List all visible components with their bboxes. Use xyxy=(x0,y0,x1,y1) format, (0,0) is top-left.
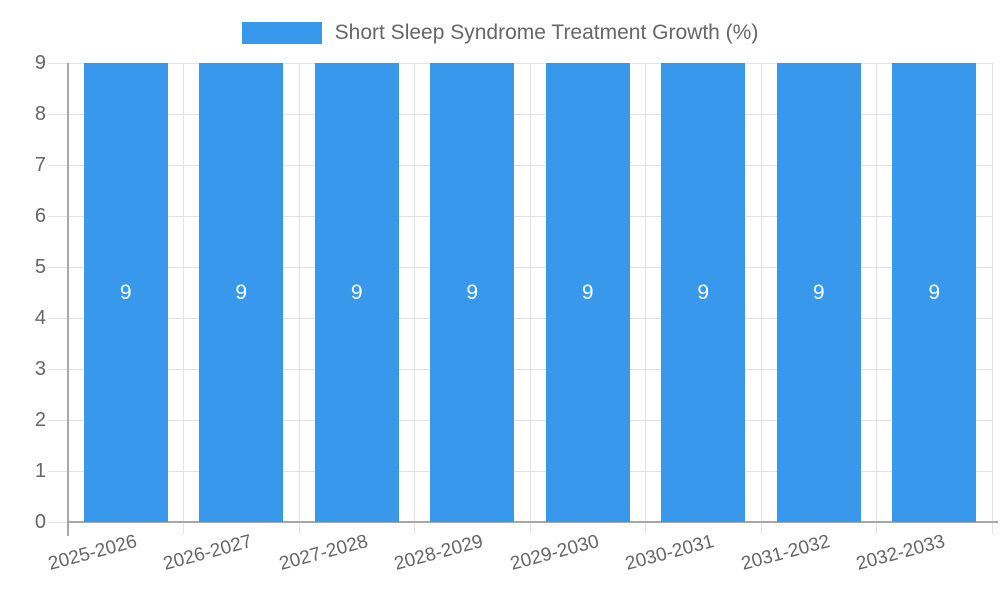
y-axis-tick xyxy=(48,266,68,268)
y-axis-tick-label: 8 xyxy=(34,103,46,125)
y-axis-tick-label: 9 xyxy=(34,52,46,74)
gridline-vertical xyxy=(876,63,877,522)
x-axis-line xyxy=(67,521,998,523)
gridline-vertical xyxy=(760,63,762,522)
bar-value-label: 9 xyxy=(697,280,710,304)
bar[interactable] xyxy=(892,63,977,522)
y-axis-tick-label: 4 xyxy=(34,307,46,329)
y-axis-tick-label: 7 xyxy=(34,154,46,176)
gridline-vertical xyxy=(645,63,646,522)
x-axis-tick xyxy=(183,522,184,534)
x-axis-tick-label: 2025-2026 xyxy=(45,531,140,575)
x-axis-tick xyxy=(529,522,531,534)
x-axis-tick-label: 2030-2031 xyxy=(623,531,717,575)
y-axis-tick-label: 3 xyxy=(34,358,46,380)
y-axis-tick xyxy=(48,368,68,370)
bar-value-label: 9 xyxy=(466,280,479,304)
y-axis-tick xyxy=(48,164,68,166)
x-axis-tick xyxy=(645,522,646,534)
bar-value-label: 9 xyxy=(928,280,941,304)
y-axis-tick-label: 1 xyxy=(34,460,46,482)
x-axis-tick-label: 2028-2029 xyxy=(392,531,486,575)
chart-legend[interactable]: Short Sleep Syndrome Treatment Growth (%… xyxy=(0,20,1000,46)
x-axis-tick xyxy=(876,522,877,534)
x-axis-tick xyxy=(298,522,300,534)
y-axis-line xyxy=(67,63,69,536)
legend-label: Short Sleep Syndrome Treatment Growth (%… xyxy=(334,21,759,44)
bar[interactable] xyxy=(314,63,399,522)
gridline-vertical xyxy=(414,63,415,522)
bar-value-label: 9 xyxy=(235,280,248,304)
bar-value-label: 9 xyxy=(581,280,594,304)
bar-value-label: 9 xyxy=(812,280,825,304)
y-axis-tick xyxy=(48,113,68,115)
gridline-vertical xyxy=(183,63,184,522)
y-axis-tick xyxy=(48,521,68,523)
x-axis-tick-label: 2026-2027 xyxy=(161,531,255,575)
bar-value-label: 9 xyxy=(350,280,363,304)
gridline-vertical xyxy=(991,63,993,522)
bar[interactable] xyxy=(776,63,861,522)
bar[interactable] xyxy=(199,63,284,522)
bar-value-label: 9 xyxy=(119,280,132,304)
x-axis-tick-label: 2031-2032 xyxy=(738,531,833,575)
y-axis-tick-label: 5 xyxy=(34,256,46,278)
bar[interactable] xyxy=(545,63,630,522)
gridline-vertical xyxy=(298,63,300,522)
gridline-vertical xyxy=(529,63,531,522)
bar[interactable] xyxy=(430,63,515,522)
y-axis-tick xyxy=(48,215,68,217)
bar[interactable] xyxy=(83,63,168,522)
y-axis-tick xyxy=(48,419,68,421)
y-axis-tick-label: 2 xyxy=(34,409,46,431)
y-axis-tick xyxy=(48,470,68,472)
x-axis-tick xyxy=(760,522,762,534)
legend-swatch-icon xyxy=(241,22,322,44)
x-axis-tick xyxy=(991,522,993,534)
y-axis-tick-label: 0 xyxy=(34,511,46,533)
x-axis-tick-label: 2029-2030 xyxy=(507,531,602,575)
y-axis-tick-label: 6 xyxy=(34,205,46,227)
y-axis-tick xyxy=(48,62,68,64)
y-axis-tick xyxy=(48,317,68,319)
x-axis-tick-label: 2032-2033 xyxy=(854,531,948,575)
x-axis-tick xyxy=(414,522,415,534)
x-axis-tick-label: 2027-2028 xyxy=(276,531,371,575)
bar[interactable] xyxy=(661,63,746,522)
